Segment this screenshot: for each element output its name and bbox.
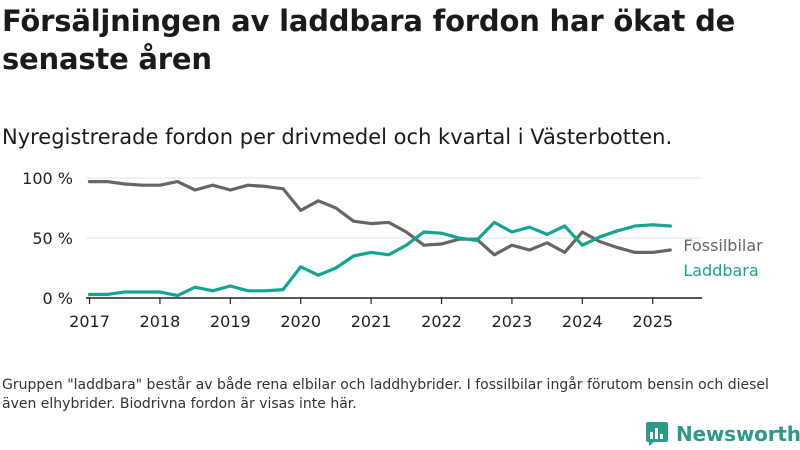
data-point bbox=[387, 221, 391, 224]
data-point bbox=[510, 243, 514, 247]
data-point bbox=[352, 219, 355, 223]
data-point bbox=[598, 235, 602, 239]
data-point bbox=[404, 243, 408, 247]
data-point bbox=[580, 243, 584, 247]
data-point bbox=[510, 230, 514, 234]
data-point bbox=[651, 223, 655, 227]
data-point bbox=[123, 182, 127, 186]
data-point bbox=[246, 289, 250, 293]
data-point bbox=[105, 180, 109, 184]
chart-title: Försäljningen av laddbara fordon har öka… bbox=[2, 4, 736, 76]
data-point bbox=[563, 224, 567, 228]
line-chart: 0 % 50 % 100 % 2017 2018 2019 2020 2021 2022 202… bbox=[22, 169, 763, 331]
data-point bbox=[299, 265, 303, 269]
data-point bbox=[176, 180, 179, 184]
data-point bbox=[211, 183, 215, 187]
bar-chart-logo-icon bbox=[646, 422, 668, 446]
data-point bbox=[422, 243, 426, 247]
data-point bbox=[281, 187, 285, 191]
x-tick-label: 2021 bbox=[351, 312, 392, 331]
series-lines bbox=[87, 180, 672, 298]
data-point bbox=[528, 248, 531, 252]
data-point bbox=[334, 266, 338, 270]
data-point bbox=[369, 251, 373, 254]
x-axis: 2017 2018 2019 2020 2021 2022 2023 2024 2025 bbox=[69, 297, 702, 331]
data-point bbox=[140, 183, 144, 187]
newsworthy-logo: Newsworthy bbox=[644, 420, 800, 448]
data-point bbox=[422, 230, 426, 234]
data-point bbox=[228, 284, 232, 288]
y-tick-label: 50 % bbox=[32, 229, 73, 248]
data-point bbox=[492, 253, 496, 257]
data-point bbox=[123, 290, 127, 294]
data-point bbox=[440, 231, 443, 235]
data-point bbox=[105, 293, 109, 296]
x-tick-label: 2024 bbox=[562, 312, 603, 331]
data-point bbox=[651, 251, 655, 254]
x-tick-label: 2019 bbox=[210, 312, 251, 331]
data-point bbox=[299, 209, 303, 212]
data-point bbox=[616, 229, 619, 233]
y-tick-label: 0 % bbox=[43, 289, 73, 308]
data-point bbox=[545, 241, 549, 245]
data-point bbox=[158, 290, 162, 294]
data-point bbox=[545, 233, 549, 236]
data-point bbox=[193, 188, 197, 192]
x-tick-label: 2025 bbox=[632, 312, 673, 331]
data-point bbox=[316, 273, 320, 277]
data-point bbox=[264, 185, 267, 188]
data-point bbox=[176, 294, 179, 297]
footnote: Gruppen "laddbara" består av både rena e… bbox=[2, 377, 769, 412]
data-point bbox=[246, 183, 250, 187]
data-point bbox=[352, 254, 355, 258]
data-point bbox=[193, 285, 197, 289]
x-tick-label: 2018 bbox=[140, 312, 181, 331]
series-label-fossilbilar: Fossilbilar bbox=[683, 236, 763, 255]
data-point bbox=[88, 293, 91, 296]
series-line-fossilbilar bbox=[87, 180, 672, 257]
data-point bbox=[457, 236, 461, 240]
series-labels: Fossilbilar Laddbara bbox=[683, 236, 763, 280]
data-point bbox=[633, 224, 637, 228]
x-tick-label: 2023 bbox=[492, 312, 533, 331]
y-axis-ticks: 0 % 50 % 100 % bbox=[22, 169, 73, 308]
data-point bbox=[616, 246, 619, 250]
chart-subtitle: Nyregistrerade fordon per drivmedel och … bbox=[2, 125, 673, 149]
data-point bbox=[668, 248, 672, 252]
data-point bbox=[140, 290, 144, 294]
brand-name: Newsworthy bbox=[676, 422, 800, 446]
data-point bbox=[369, 222, 373, 226]
y-tick-label: 100 % bbox=[22, 169, 73, 188]
x-tick-label: 2017 bbox=[69, 312, 110, 331]
data-point bbox=[316, 199, 320, 203]
gridlines bbox=[86, 177, 702, 239]
data-point bbox=[88, 180, 91, 184]
data-point bbox=[281, 288, 285, 291]
data-point bbox=[598, 240, 602, 244]
data-point bbox=[158, 183, 162, 187]
data-point bbox=[334, 206, 338, 210]
series-label-laddbara: Laddbara bbox=[683, 261, 758, 280]
data-point bbox=[211, 289, 215, 293]
series-line-laddbara bbox=[87, 220, 672, 298]
data-point bbox=[228, 188, 232, 192]
data-point bbox=[668, 224, 672, 228]
x-tick-label: 2020 bbox=[280, 312, 321, 331]
data-point bbox=[528, 225, 531, 229]
data-point bbox=[475, 239, 479, 242]
data-point bbox=[580, 230, 584, 234]
data-point bbox=[492, 221, 496, 224]
data-point bbox=[440, 242, 443, 246]
data-point bbox=[563, 251, 567, 254]
data-point bbox=[633, 251, 637, 254]
data-point bbox=[387, 253, 391, 257]
x-tick-label: 2022 bbox=[421, 312, 462, 331]
data-point bbox=[404, 230, 408, 234]
data-point bbox=[264, 289, 267, 293]
